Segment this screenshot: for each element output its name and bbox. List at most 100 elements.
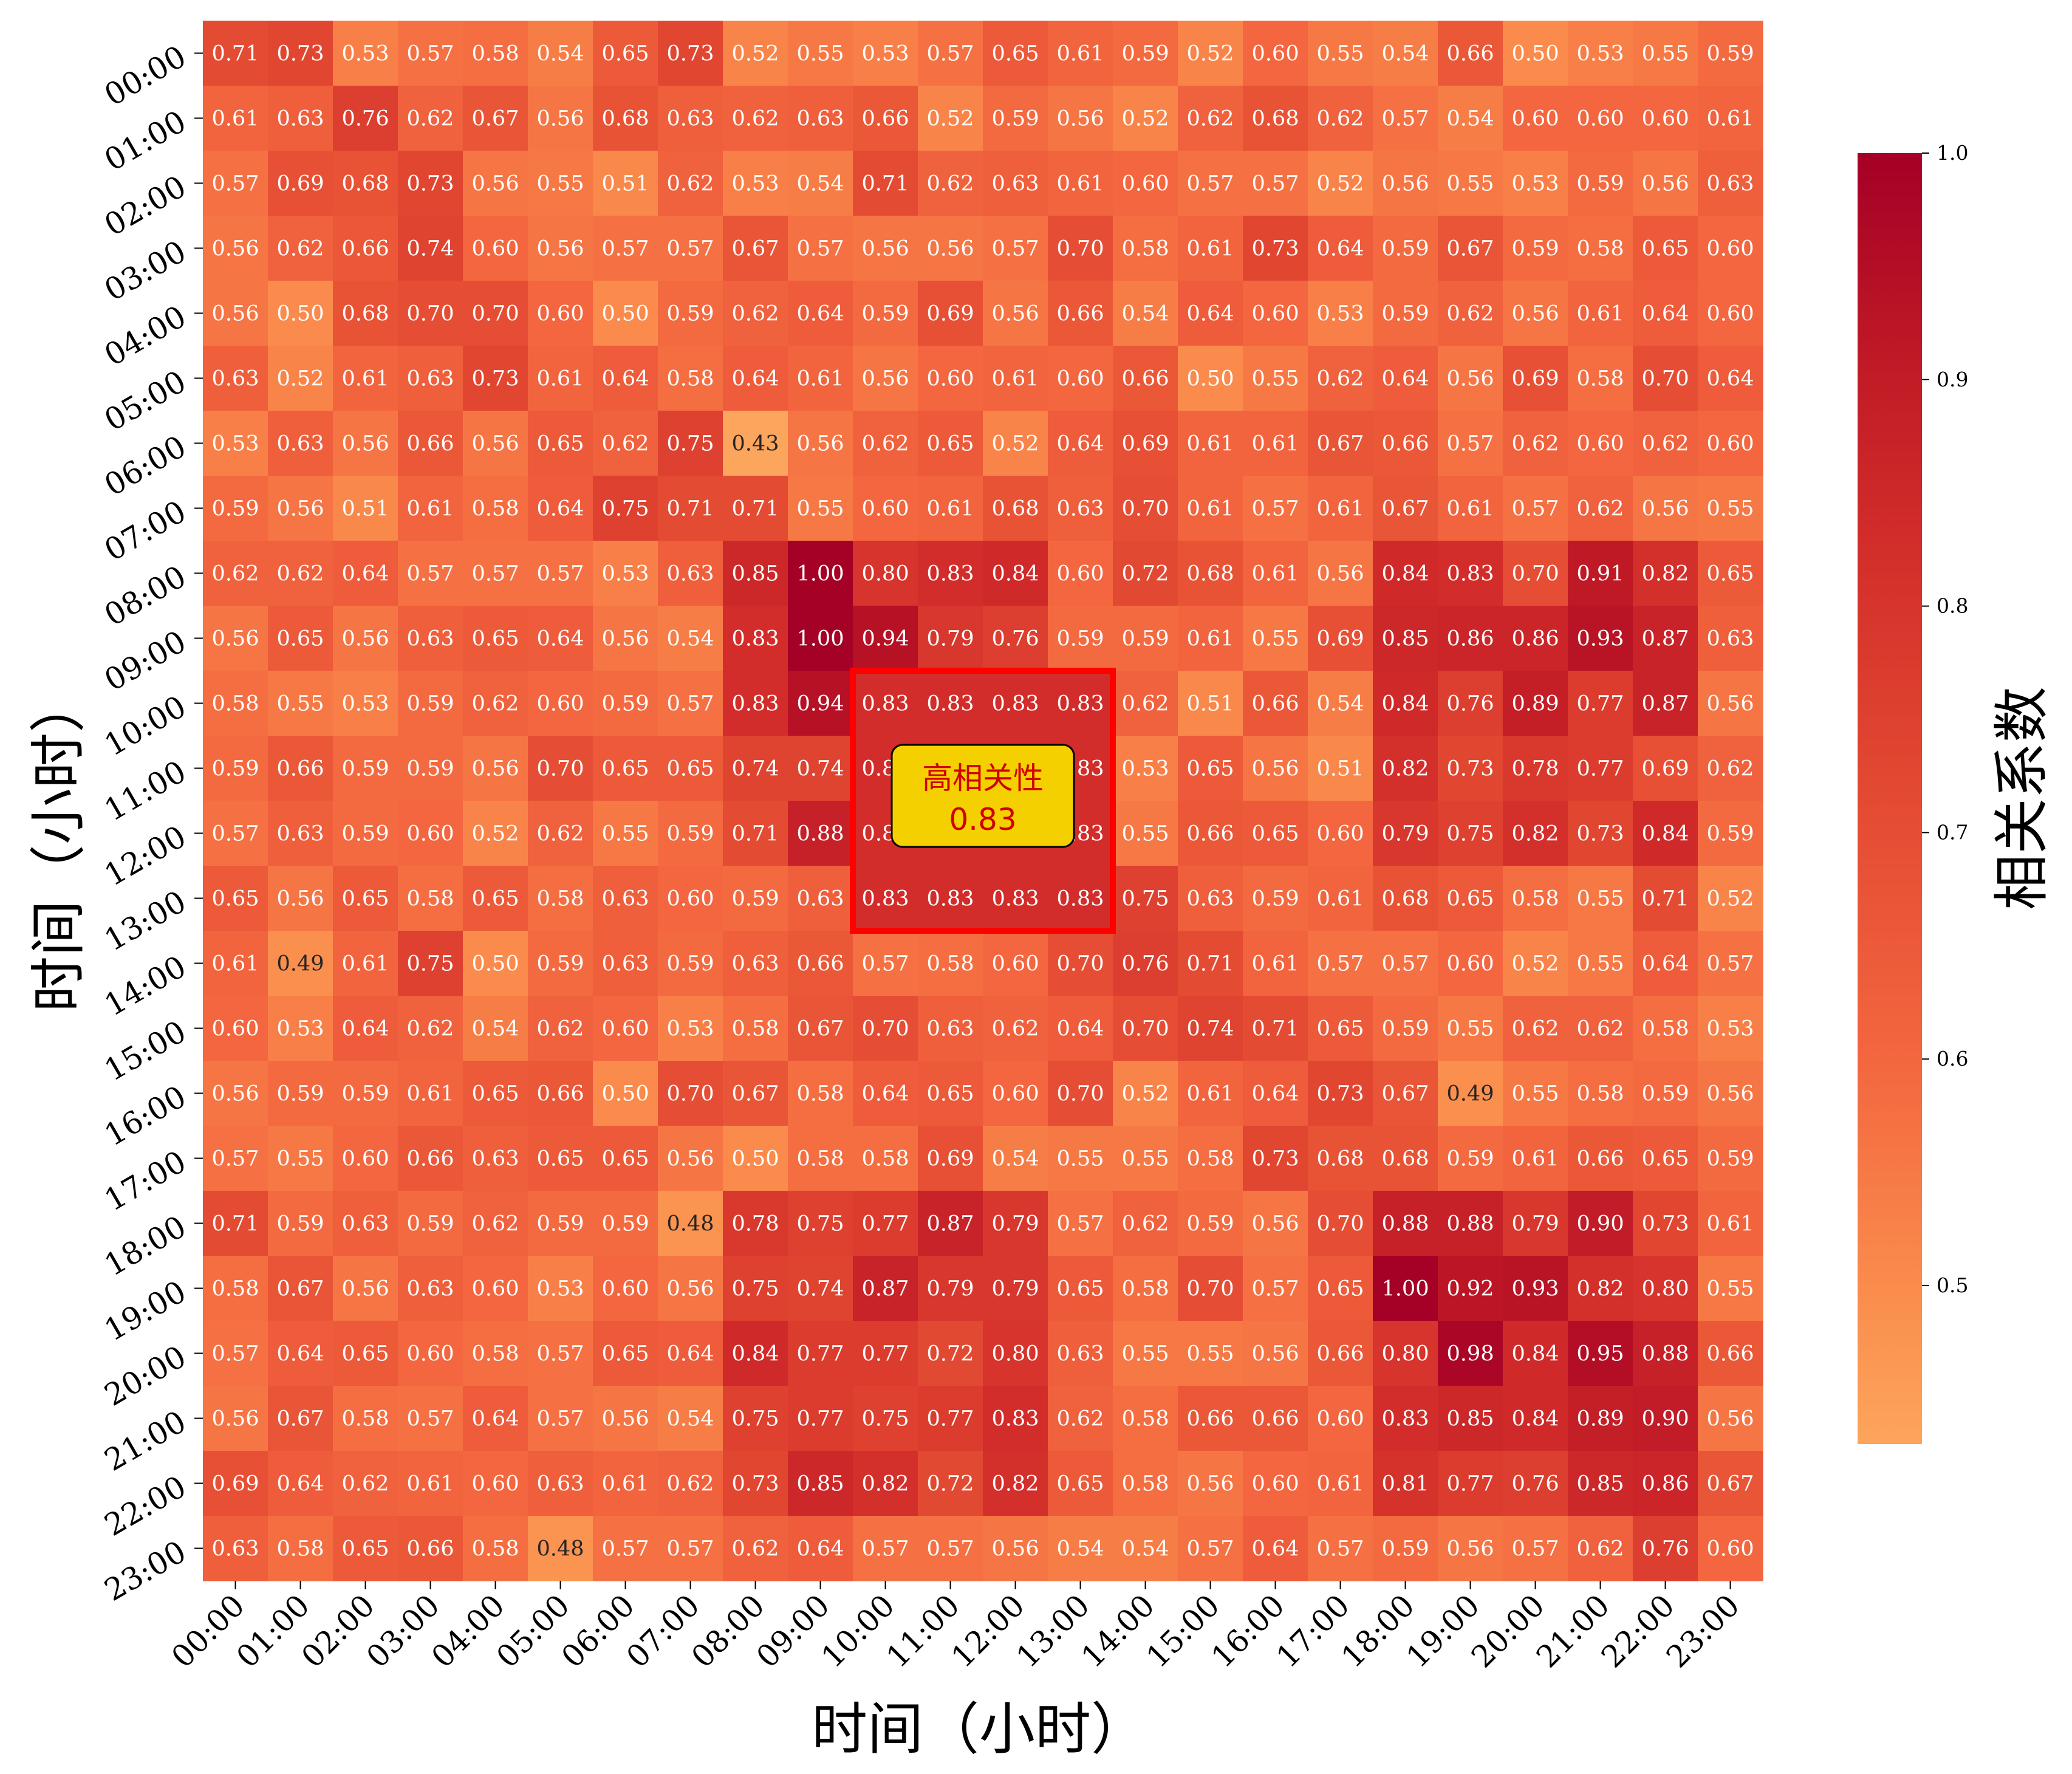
heatmap-cell	[1568, 21, 1633, 86]
heatmap-cell	[1373, 1061, 1438, 1126]
heatmap-cell	[1503, 606, 1568, 671]
cell-value-label: 0.57	[1317, 952, 1364, 976]
heatmap-cell	[268, 1191, 333, 1256]
heatmap-cell	[463, 1191, 528, 1256]
cell-value-label: 0.67	[277, 1277, 324, 1301]
cell-value-label: 0.64	[1057, 1017, 1104, 1041]
heatmap-cell	[1113, 1191, 1178, 1256]
heatmap-cell	[1178, 606, 1243, 671]
heatmap-cell	[1698, 996, 1763, 1061]
cell-value-label: 0.83	[1447, 562, 1494, 586]
heatmap-cell	[268, 606, 333, 671]
cell-value-label: 0.67	[277, 1407, 324, 1431]
cell-value-label: 0.52	[1317, 172, 1364, 196]
cell-value-label: 0.56	[537, 107, 584, 131]
heatmap-cell	[1113, 411, 1178, 476]
x-tick-label: 20:00	[1465, 1587, 1551, 1674]
cell-value-label: 0.62	[862, 432, 909, 456]
heatmap-cell	[333, 216, 398, 281]
heatmap-cell	[1113, 216, 1178, 281]
cell-value-label: 0.84	[1512, 1342, 1559, 1366]
heatmap-cell	[593, 736, 658, 801]
y-tick-label: 11:00	[98, 754, 192, 828]
cell-value-label: 0.63	[277, 107, 324, 131]
cell-value-label: 0.77	[862, 1342, 909, 1366]
cell-value-label: 0.56	[602, 627, 649, 651]
cell-value-label: 0.84	[1512, 1407, 1559, 1431]
y-tick-label: 04:00	[98, 299, 192, 373]
heatmap-cell	[1048, 346, 1113, 411]
y-tick-label: 05:00	[98, 364, 192, 438]
cell-value-label: 0.62	[407, 107, 454, 131]
cell-value-label: 0.83	[1057, 887, 1104, 911]
cell-value-label: 0.60	[407, 1342, 454, 1366]
cell-value-label: 0.74	[407, 237, 454, 261]
cell-value-label: 0.70	[1122, 1017, 1169, 1041]
cell-value-label: 0.55	[537, 172, 584, 196]
cell-value-label: 0.82	[1577, 1277, 1624, 1301]
heatmap-cell	[268, 476, 333, 541]
cell-value-label: 0.64	[277, 1342, 324, 1366]
cell-value-label: 0.71	[1252, 1017, 1299, 1041]
cell-value-label: 0.60	[1057, 562, 1104, 586]
cell-value-label: 0.67	[472, 107, 519, 131]
cell-value-label: 0.54	[667, 627, 714, 651]
cell-value-label: 0.68	[992, 497, 1039, 521]
heatmap-cell	[333, 1386, 398, 1451]
heatmap-cell	[528, 86, 593, 151]
heatmap-cell	[1633, 1321, 1698, 1386]
heatmap-cell	[658, 1516, 723, 1581]
cell-value-label: 0.62	[472, 1212, 519, 1236]
heatmap-cell	[398, 866, 463, 931]
cell-value-label: 0.83	[927, 562, 974, 586]
heatmap-cell	[853, 671, 918, 736]
cell-value-label: 0.58	[1577, 367, 1624, 391]
cell-value-label: 0.77	[862, 1212, 909, 1236]
heatmap-cell	[268, 411, 333, 476]
cell-value-label: 0.63	[667, 562, 714, 586]
heatmap-cell	[1633, 1126, 1698, 1191]
cell-value-label: 0.65	[992, 42, 1039, 66]
cell-value-label: 0.65	[212, 887, 259, 911]
heatmap-cell	[1438, 1451, 1503, 1516]
cell-value-label: 0.63	[1707, 172, 1754, 196]
heatmap-cell	[1178, 476, 1243, 541]
y-tick-label: 16:00	[98, 1079, 192, 1153]
cell-value-label: 0.55	[1707, 1277, 1754, 1301]
cell-value-label: 0.60	[472, 1472, 519, 1496]
heatmap-cell	[1373, 801, 1438, 866]
heatmap-cell	[333, 151, 398, 216]
cell-value-label: 0.73	[407, 172, 454, 196]
cell-value-label: 0.79	[992, 1277, 1039, 1301]
y-tick-label: 19:00	[98, 1274, 192, 1348]
cell-value-label: 0.60	[1707, 1537, 1754, 1561]
heatmap-cell	[1243, 736, 1308, 801]
cell-value-label: 0.56	[472, 432, 519, 456]
cell-value-label: 0.66	[1707, 1342, 1754, 1366]
heatmap-cell	[528, 606, 593, 671]
cell-value-label: 0.57	[1317, 1537, 1364, 1561]
cell-value-label: 0.83	[862, 887, 909, 911]
cell-value-label: 0.82	[1512, 822, 1559, 846]
heatmap-cell	[1048, 1191, 1113, 1256]
heatmap-cell	[1698, 1256, 1763, 1321]
heatmap-cell	[1308, 866, 1373, 931]
heatmap-cell	[1308, 1191, 1373, 1256]
heatmap-cell	[983, 1516, 1048, 1581]
heatmap-cell	[333, 21, 398, 86]
heatmap-cell	[853, 866, 918, 931]
cell-value-label: 0.88	[1447, 1212, 1494, 1236]
cell-value-label: 0.59	[342, 1082, 389, 1106]
heatmap-cell	[333, 1061, 398, 1126]
cell-value-label: 0.59	[277, 1082, 324, 1106]
heatmap-cell	[1113, 346, 1178, 411]
heatmap-cell	[1568, 1451, 1633, 1516]
heatmap-cell	[593, 411, 658, 476]
cell-value-label: 0.56	[212, 627, 259, 651]
heatmap-cell	[463, 801, 528, 866]
cell-value-label: 0.58	[862, 1147, 909, 1171]
cell-value-label: 0.73	[667, 42, 714, 66]
cell-value-label: 0.56	[1447, 1537, 1494, 1561]
cell-value-label: 0.56	[797, 432, 844, 456]
heatmap-cell	[203, 931, 268, 996]
